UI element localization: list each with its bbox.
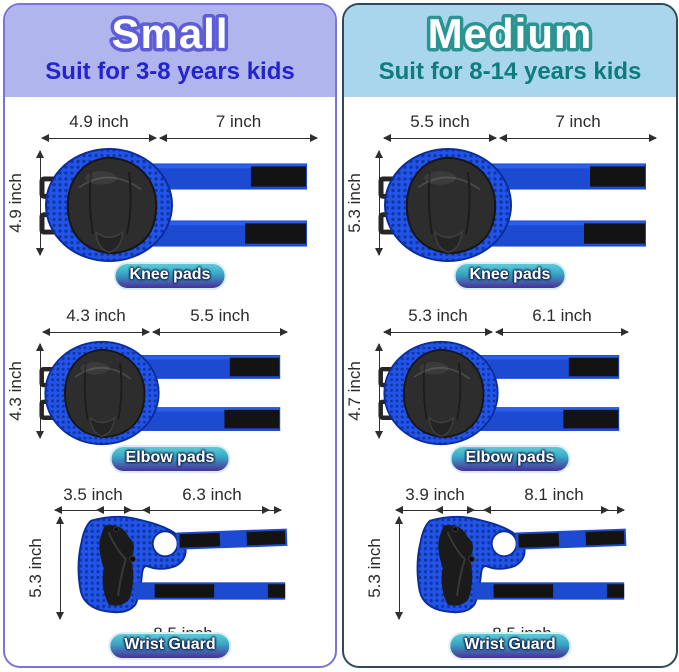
small-elbow-pads-section: 4.3 inch 5.5 inch 4.3 inch Elbow pads bbox=[5, 294, 335, 481]
height-arrow bbox=[36, 343, 45, 439]
height-dimension-group: 5.3 inch bbox=[26, 516, 69, 620]
wrist-guard-badge: Wrist Guard bbox=[108, 632, 232, 660]
small-knee-pads-section: 4.9 inch 7 inch 4.9 inch Knee pads bbox=[5, 97, 335, 294]
badge-label: Wrist Guard bbox=[464, 636, 556, 653]
height-arrow bbox=[395, 516, 404, 620]
badge-label: Wrist Guard bbox=[124, 636, 216, 653]
medium-title: Medium bbox=[424, 7, 595, 57]
height-arrow bbox=[36, 150, 45, 256]
strap-length-dimension: 6.3 inch bbox=[182, 485, 242, 504]
badge-label: Knee pads bbox=[469, 266, 551, 283]
pad-height-dimension: 5.3 inch bbox=[26, 538, 45, 598]
height-dimension-group: 4.9 inch bbox=[6, 150, 49, 256]
pad-height-dimension: 4.3 inch bbox=[6, 361, 25, 421]
width-arrow bbox=[383, 328, 493, 337]
total-length-arrow bbox=[96, 506, 270, 515]
height-dimension-group: 5.3 inch bbox=[365, 516, 408, 620]
height-arrow bbox=[375, 150, 384, 256]
medium-age-range-subtitle: Suit for 8-14 years kids bbox=[378, 58, 642, 85]
medium-header: Medium Suit for 8-14 years kids bbox=[344, 5, 676, 97]
panel-medium: Medium Suit for 8-14 years kids 5.5 inch… bbox=[342, 3, 678, 668]
width-arrow bbox=[383, 134, 497, 143]
height-dimension-group: 5.3 inch bbox=[345, 150, 388, 256]
height-dimension-group: 4.7 inch bbox=[345, 343, 388, 439]
small-title-text: Small bbox=[111, 10, 228, 57]
pad-width-dimension: 4.9 inch bbox=[69, 112, 129, 131]
pad-width-dimension: 4.3 inch bbox=[66, 306, 126, 325]
medium-knee-pads-section: 5.5 inch 7 inch 5.3 inch Knee pads bbox=[344, 97, 676, 294]
height-arrow bbox=[375, 343, 384, 439]
pad-width-dimension: 5.5 inch bbox=[410, 112, 470, 131]
knee-pad-image bbox=[378, 147, 658, 263]
pad-width-dimension: 5.3 inch bbox=[408, 306, 468, 325]
strap-arrow bbox=[495, 328, 629, 337]
small-title: Small bbox=[108, 7, 231, 57]
elbow-pad-image bbox=[39, 340, 291, 446]
strap-length-dimension: 8.1 inch bbox=[524, 485, 584, 504]
elbow-pad-image bbox=[378, 340, 630, 446]
medium-wrist-guard-section: 3.9 inch 8.1 inch 5.3 inch 8.5 inch Wris… bbox=[344, 481, 676, 664]
strap-arrow bbox=[159, 134, 318, 143]
elbow-pads-badge: Elbow pads bbox=[449, 445, 571, 473]
total-length-arrow bbox=[435, 506, 609, 515]
pad-height-dimension: 5.3 inch bbox=[365, 538, 384, 598]
strap-arrow bbox=[499, 134, 657, 143]
elbow-pads-badge: Elbow pads bbox=[109, 445, 231, 473]
pad-height-dimension: 4.7 inch bbox=[345, 361, 364, 421]
badge-label: Knee pads bbox=[129, 266, 211, 283]
badge-label: Elbow pads bbox=[125, 449, 215, 466]
wrist-guard-image bbox=[388, 511, 628, 617]
badge-label: Elbow pads bbox=[465, 449, 555, 466]
strap-length-dimension: 7 inch bbox=[555, 112, 601, 131]
pad-width-dimension: 3.9 inch bbox=[405, 485, 465, 504]
width-arrow bbox=[41, 134, 157, 143]
knee-pads-badge: Knee pads bbox=[113, 262, 227, 290]
knee-pad-image bbox=[39, 147, 319, 263]
strap-length-dimension: 5.5 inch bbox=[190, 306, 250, 325]
strap-length-dimension: 7 inch bbox=[215, 112, 262, 131]
medium-elbow-pads-section: 5.3 inch 6.1 inch 4.7 inch Elbow pads bbox=[344, 294, 676, 481]
wrist-guard-image bbox=[49, 511, 289, 617]
wrist-guard-badge: Wrist Guard bbox=[448, 632, 572, 660]
height-dimension-group: 4.3 inch bbox=[6, 343, 49, 439]
strap-arrow bbox=[152, 328, 288, 337]
pad-height-dimension: 4.9 inch bbox=[6, 173, 25, 233]
height-arrow bbox=[56, 516, 65, 620]
medium-title-text: Medium bbox=[428, 10, 593, 57]
small-wrist-guard-section: 3.5 inch 6.3 inch 5.3 inch 8.5 inch Wris… bbox=[5, 481, 335, 664]
knee-pads-badge: Knee pads bbox=[453, 262, 567, 290]
small-age-range-subtitle: Suit for 3-8 years kids bbox=[45, 58, 295, 85]
pad-height-dimension: 5.3 inch bbox=[345, 173, 364, 233]
pad-width-dimension: 3.5 inch bbox=[63, 485, 123, 504]
width-arrow bbox=[42, 328, 150, 337]
small-header: Small Suit for 3-8 years kids bbox=[5, 5, 335, 97]
panel-small: Small Suit for 3-8 years kids 4.9 inch 7… bbox=[3, 3, 337, 668]
strap-length-dimension: 6.1 inch bbox=[532, 306, 592, 325]
